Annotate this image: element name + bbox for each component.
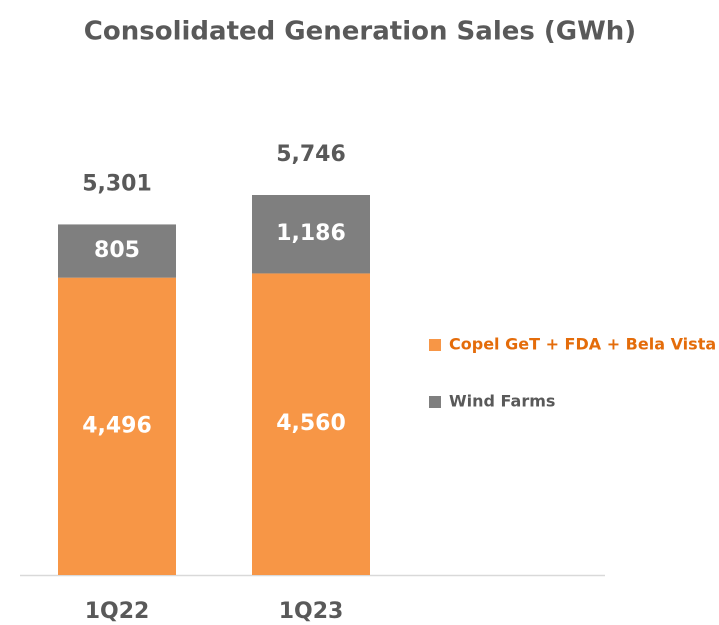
bar-segment: [58, 224, 176, 278]
x-tick-label: 1Q23: [279, 599, 344, 624]
total-label: 5,746: [276, 142, 346, 167]
legend-swatch: [429, 339, 441, 351]
legend-swatch: [429, 396, 441, 408]
value-label: 1,186: [276, 221, 346, 246]
bar-segment: [58, 277, 176, 575]
value-label: 4,496: [82, 413, 152, 438]
bar-segment: [252, 273, 370, 575]
x-tick-label: 1Q22: [85, 599, 150, 624]
value-label: 805: [94, 238, 140, 263]
chart-title: Consolidated Generation Sales (GWh): [84, 17, 636, 47]
total-label: 5,301: [82, 171, 152, 196]
legend-label: Copel GeT + FDA + Bela Vista: [449, 335, 716, 354]
bar-segment: [252, 195, 370, 274]
legend-label: Wind Farms: [449, 392, 555, 411]
value-label: 4,560: [276, 411, 346, 436]
